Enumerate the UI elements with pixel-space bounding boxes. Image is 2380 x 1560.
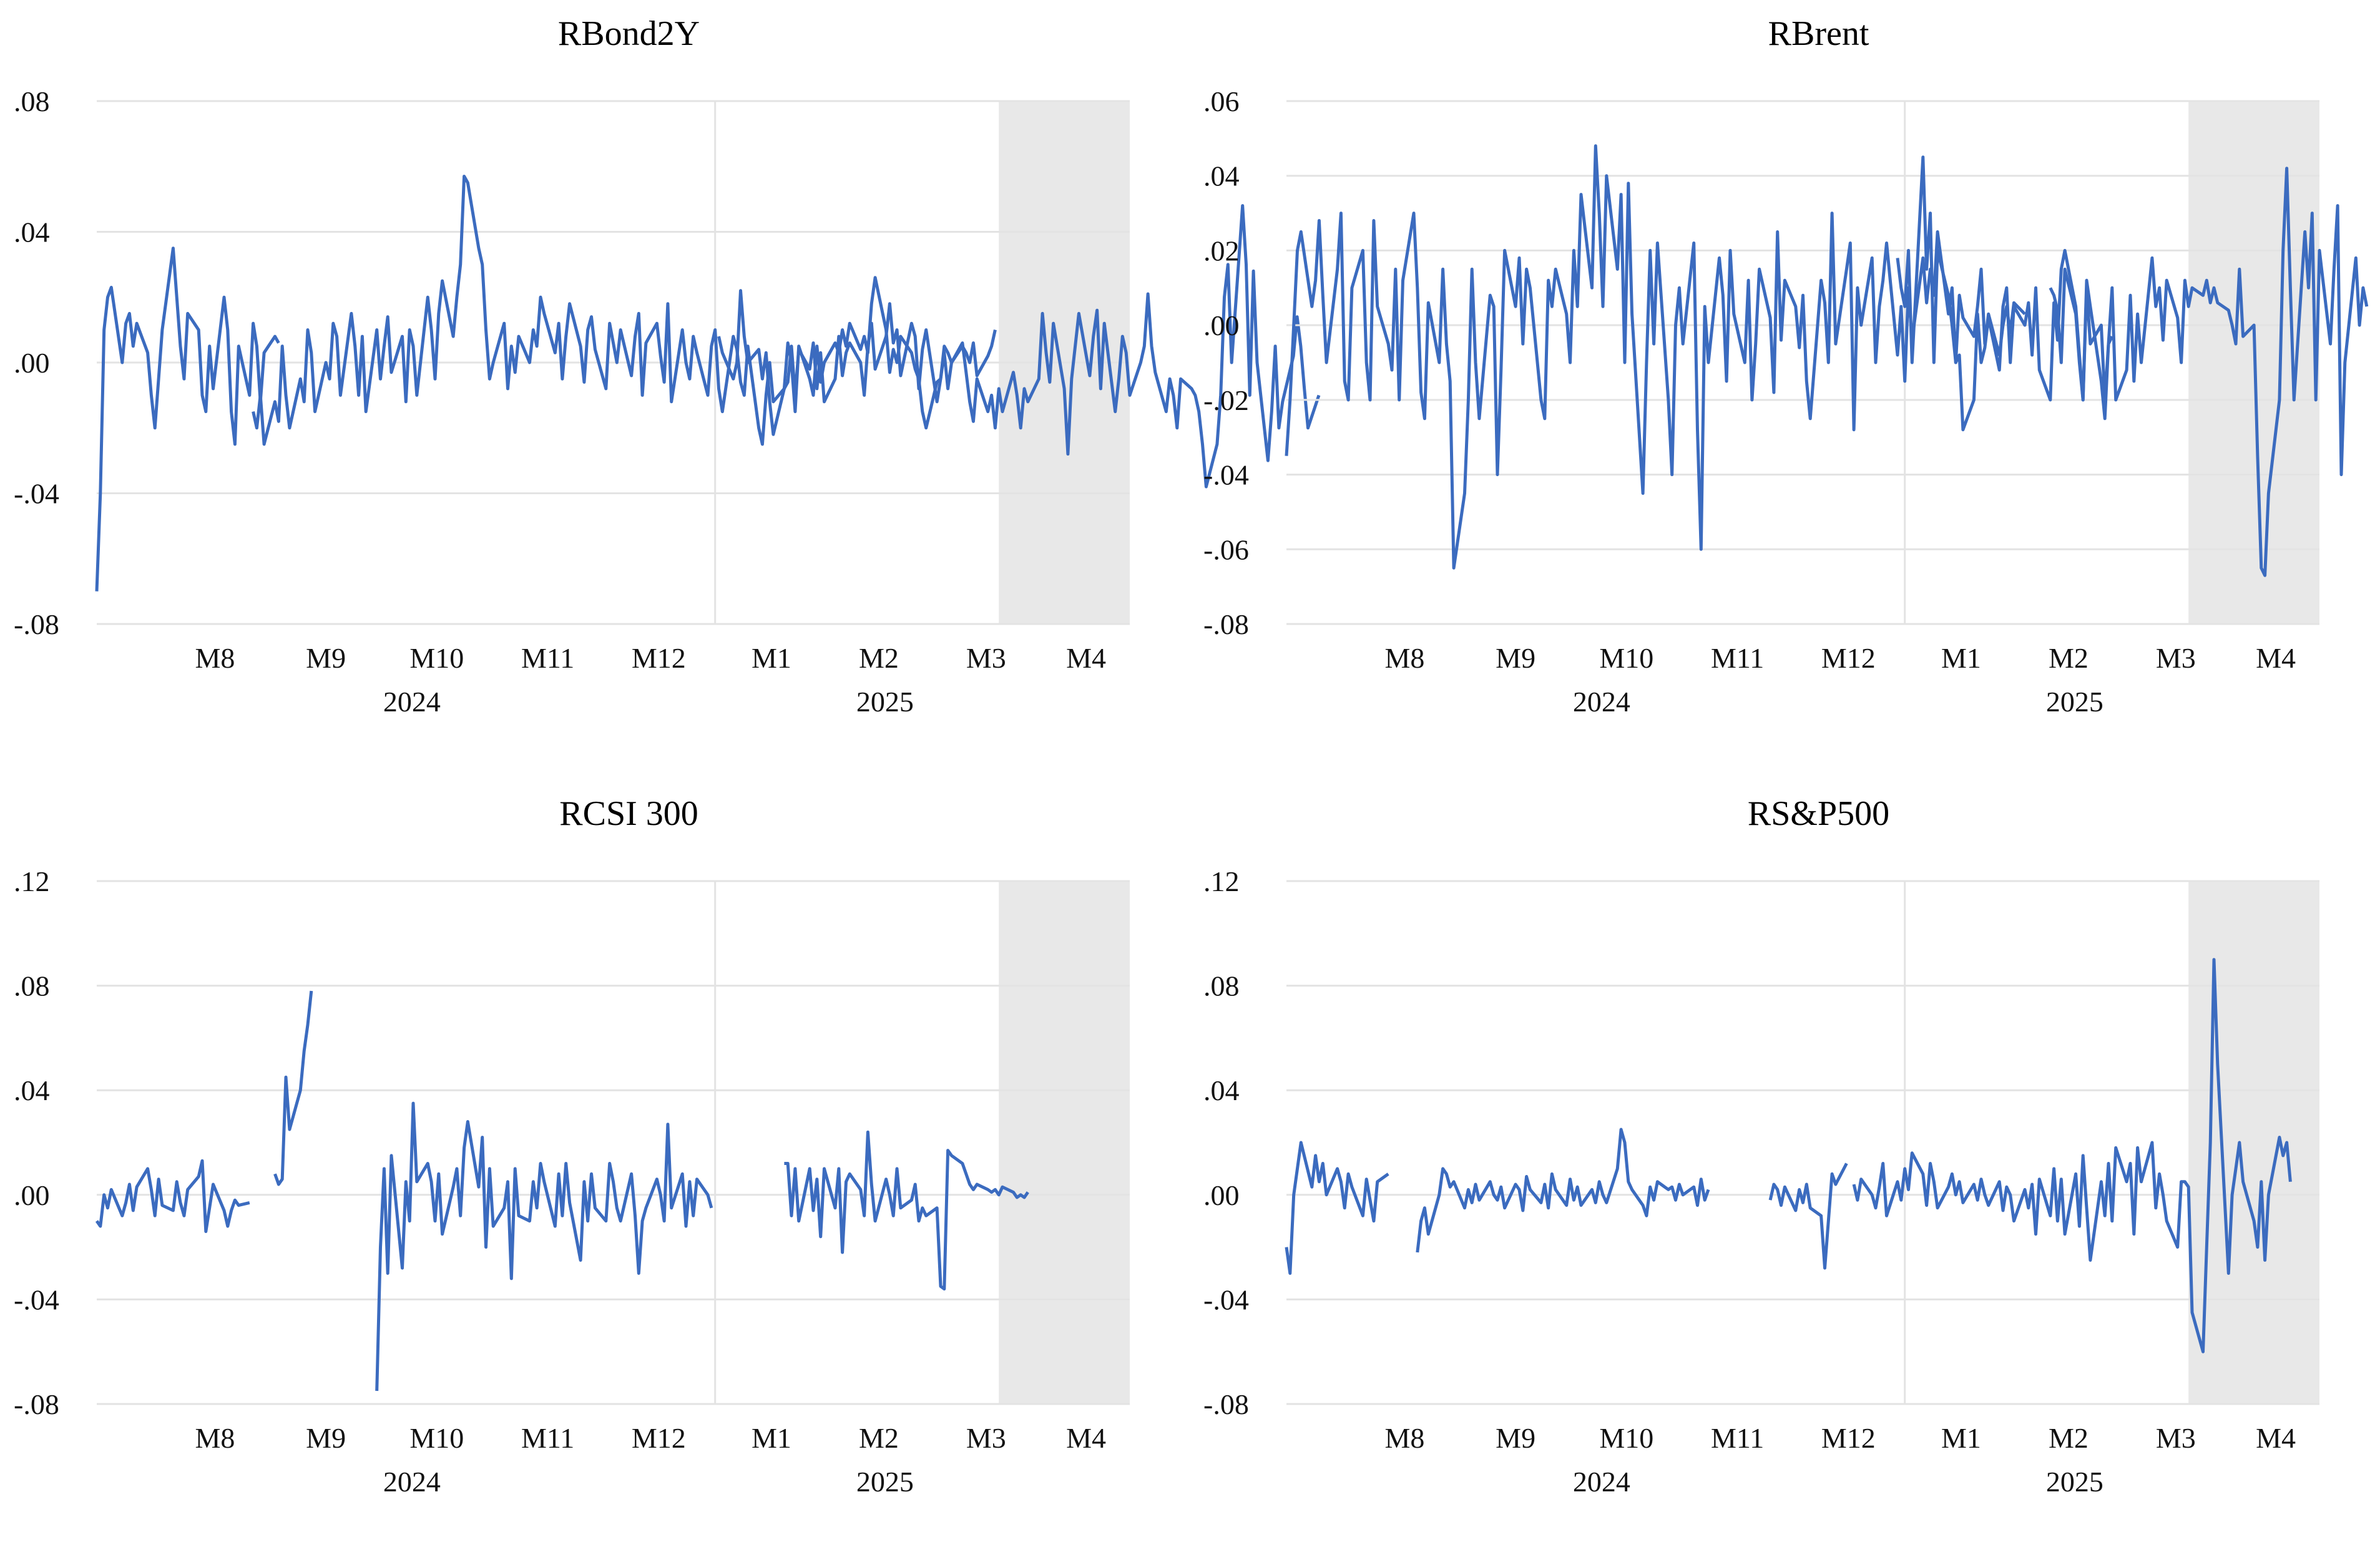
y-tick-label: .08: [14, 970, 50, 1002]
y-tick-label: .04: [1203, 160, 1240, 192]
x-tick-label: M8: [195, 1422, 235, 1454]
x-tick-label: M10: [409, 642, 464, 674]
rcsi-300-line-segment-3: [784, 1130, 1029, 1291]
year-label: 2025: [2046, 686, 2103, 718]
chart-title: RS&P500: [1748, 794, 1889, 833]
shaded-period: [2188, 881, 2319, 1404]
y-tick-label: -.06: [1203, 534, 1249, 565]
x-tick-label: M12: [1821, 642, 1876, 674]
x-tick-label: M4: [2256, 642, 2296, 674]
rcsi-300-line-segment-0: [95, 1159, 250, 1233]
x-tick-label: M8: [1384, 1422, 1424, 1454]
chart-panel-rbrent: RBrent .06 .04 .02 .00 -.02 -.04 -.06 -.08 M8 M9 M1…: [1190, 0, 2380, 780]
y-tick-label: .00: [14, 347, 50, 379]
year-label: 2024: [1573, 1466, 1630, 1498]
y-tick-label: -.02: [1203, 384, 1249, 416]
rsp500-line-segment-2: [1768, 1163, 1848, 1270]
chart-panel-rsp500: RS&P500.12.08.04.00 -.04 -.08 M8 M9 M10 M11 M12…: [1190, 780, 2380, 1560]
year-label: 2025: [856, 1466, 914, 1498]
x-tick-label: M3: [2156, 1422, 2196, 1454]
year-label: 2025: [2046, 1466, 2103, 1498]
rbond2y-line-segment-0: [95, 246, 280, 592]
rbrent-line-segment-2: [2049, 167, 2369, 577]
y-tick-label: -.08: [1203, 608, 1249, 640]
shaded-period: [999, 881, 1130, 1404]
y-tick-label: .04: [1203, 1075, 1240, 1106]
x-tick-label: M12: [1821, 1422, 1876, 1454]
x-tick-label: M12: [632, 1422, 686, 1454]
y-tick-label: .04: [14, 1075, 50, 1106]
y-tick-label: .12: [14, 865, 50, 897]
x-tick-label: M11: [521, 1422, 574, 1454]
y-tick-label: -.04: [1203, 1284, 1249, 1315]
x-tick-label: M3: [966, 642, 1006, 674]
chart-rcsi300: RCSI 300 .12 .08 .04 .00 -.04 -.08 M8 M9 M10 M11 M1…: [14, 794, 1130, 1498]
x-tick-label: M1: [752, 642, 791, 674]
x-tick-label: M10: [409, 1422, 464, 1454]
y-tick-label: -.08: [14, 608, 59, 640]
x-tick-label: M9: [306, 1422, 346, 1454]
x-tick-label: M2: [2049, 1422, 2089, 1454]
x-tick-label: M2: [859, 642, 899, 674]
rbond2y-line-segment-1: [252, 175, 997, 446]
y-tick-label: .06: [1203, 85, 1240, 117]
y-tick-label: .00: [1203, 1179, 1240, 1211]
y-tick-label: .00: [1203, 310, 1240, 341]
y-tick-label: .00: [14, 1179, 50, 1211]
rbrent-line-segment-0: [1285, 144, 2026, 570]
y-tick-label: -.08: [1203, 1388, 1249, 1420]
x-tick-label: M4: [2256, 1422, 2296, 1454]
x-tick-label: M1: [1941, 1422, 1981, 1454]
x-tick-label: M10: [1599, 1422, 1653, 1454]
x-tick-label: M3: [2156, 642, 2196, 674]
x-tick-label: M10: [1599, 642, 1653, 674]
year-label: 2025: [856, 686, 914, 718]
x-tick-label: M2: [2049, 642, 2089, 674]
x-tick-label: M11: [521, 642, 574, 674]
x-tick-label: M1: [752, 1422, 791, 1454]
x-tick-label: M9: [306, 642, 346, 674]
year-label: 2024: [383, 1466, 441, 1498]
y-tick-label: .08: [1203, 970, 1240, 1002]
x-tick-label: M8: [1384, 642, 1424, 674]
y-tick-label: .08: [14, 85, 50, 117]
x-tick-label: M2: [859, 1422, 899, 1454]
chart-title: RBond2Y: [558, 14, 700, 53]
x-tick-label: M3: [966, 1422, 1006, 1454]
x-tick-label: M11: [1711, 642, 1764, 674]
x-tick-label: M9: [1496, 642, 1535, 674]
year-label: 2024: [383, 686, 441, 718]
x-tick-label: M1: [1941, 642, 1981, 674]
y-tick-label: .04: [14, 217, 50, 248]
y-tick-label: -.04: [1203, 459, 1249, 491]
x-tick-label: M4: [1066, 642, 1106, 674]
year-label: 2024: [1573, 686, 1630, 718]
y-tick-label: -.08: [14, 1388, 59, 1420]
chart-title: RBrent: [1768, 14, 1869, 53]
x-tick-label: M4: [1066, 1422, 1106, 1454]
y-tick-label: -.04: [14, 478, 59, 510]
rsp500-line-segment-0: [1285, 1141, 1389, 1275]
rcsi-300-line-segment-1: [273, 990, 313, 1186]
x-tick-label: M9: [1496, 1422, 1535, 1454]
chart-panel-rbond2y: RBond2Y .08 .04 .00 -.04 -.08 M8 M9 M10 M11 M12 M1 M…: [0, 0, 1321, 780]
rcsi-300-line-segment-2: [375, 1101, 713, 1392]
chart-rbrent: RBrent .06 .04 .02 .00 -.02 -.04 -.06 -.08 M8 M9 M1…: [1203, 14, 2369, 718]
rsp500-line-segment-3: [1852, 958, 2292, 1353]
x-tick-label: M12: [632, 642, 686, 674]
rsp500-line-segment-1: [1416, 1128, 1710, 1253]
y-tick-label: -.04: [14, 1284, 59, 1315]
chart-rbond2y: RBond2Y .08 .04 .00 -.04 -.08 M8 M9 M10 M11 M12 M1 M…: [14, 14, 1321, 718]
y-tick-label: .02: [1203, 235, 1240, 266]
x-tick-label: M8: [195, 642, 235, 674]
chart-panel-rcsi300: RCSI 300 .12 .08 .04 .00 -.04 -.08 M8 M9 M10 M11 M1…: [0, 780, 1190, 1560]
x-tick-label: M11: [1711, 1422, 1764, 1454]
y-tick-label: .12: [1203, 865, 1240, 897]
rbrent-line-segment-1: [1896, 155, 2114, 432]
rbond2y-line-segment-2: [717, 204, 1321, 489]
chart-title: RCSI 300: [559, 794, 698, 833]
